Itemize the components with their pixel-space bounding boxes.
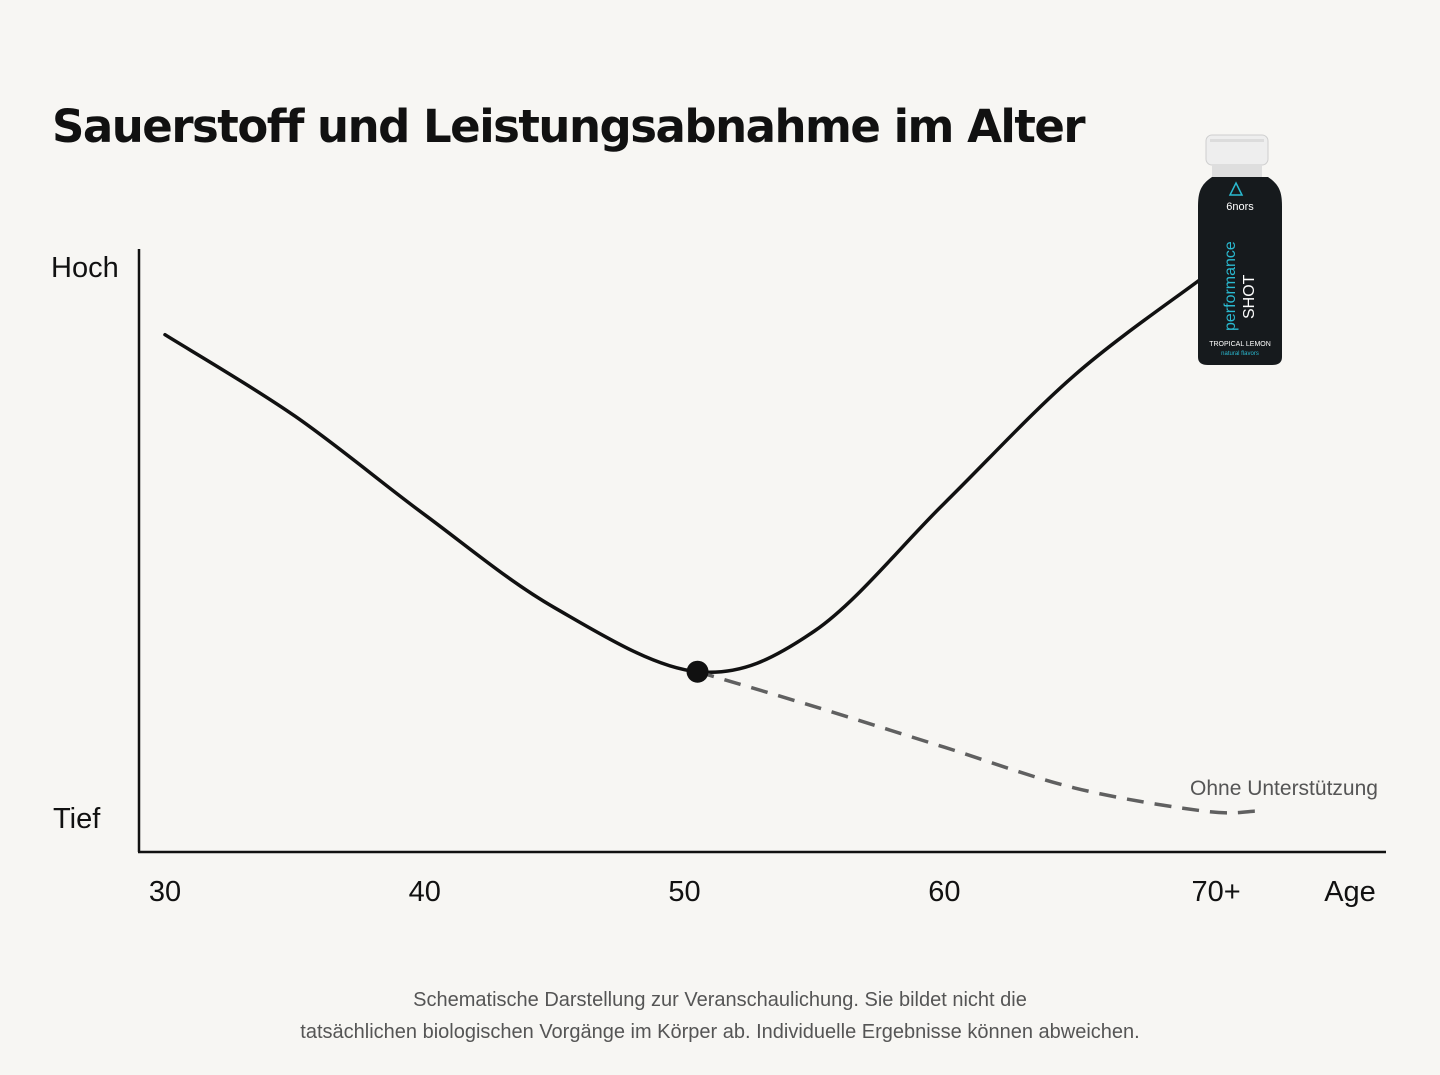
bottle-brand: 6nors [1226,201,1254,213]
series-line-dashed [697,670,1257,815]
bottle-logo-icon [1228,181,1244,196]
x-tick-label: 40 [409,876,441,908]
x-tick-labels: 30 40 50 60 70+ [149,876,1241,908]
x-axis-label: Age [1324,876,1376,908]
footnote: Schematische Darstellung zur Veranschaul… [0,984,1440,1048]
x-tick-label: 30 [149,876,181,908]
y-tick-label-high: Hoch [51,252,119,284]
x-tick-label: 60 [928,876,960,908]
x-tick-label: 50 [668,876,700,908]
bottle-body [1198,177,1282,365]
turning-point-marker [686,660,709,683]
series-line-solid [163,245,1245,675]
product-bottle-image: 6nors performance SHOT TROPICAL LEMON na… [1198,134,1282,365]
bottle-line2: SHOT [1241,274,1258,319]
series-label-ohne-unterstuetzung: Ohne Unterstützung [1190,777,1378,800]
chart: Hoch Tief 30 40 50 60 70+ Age Ohne Unterstüt… [51,134,1386,908]
chart-title: Sauerstoff und Leistungsabnahme im Alter [52,100,1086,153]
bottle-line1: performance [1222,241,1239,331]
x-tick-label: 70+ [1192,876,1241,908]
footnote-line-2: tatsächlichen biologischen Vorgänge im K… [300,1021,1140,1043]
bottle-flavor: TROPICAL LEMON [1209,341,1271,348]
footnote-line-1: Schematische Darstellung zur Veranschaul… [413,989,1027,1011]
y-tick-label-low: Tief [53,803,101,835]
bottle-subtitle: natural flavors [1221,351,1259,357]
